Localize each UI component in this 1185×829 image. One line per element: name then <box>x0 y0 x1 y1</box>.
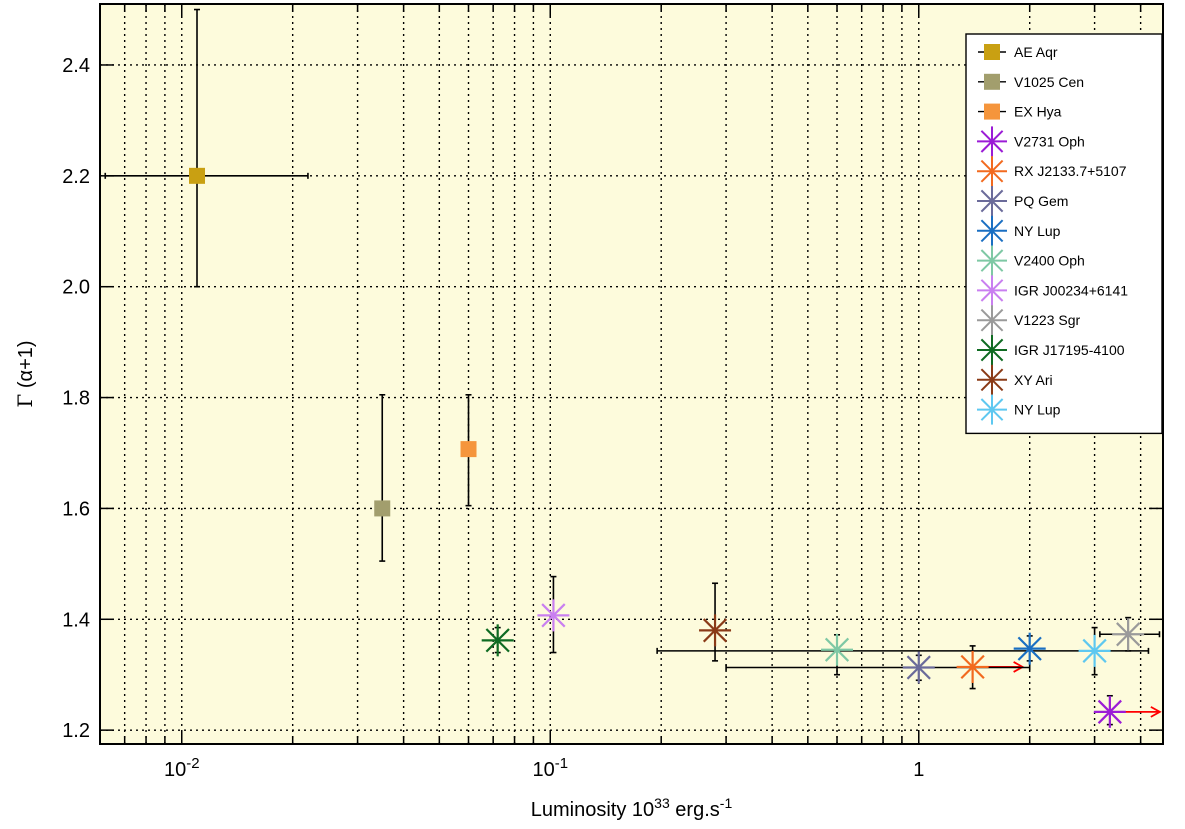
legend-marker <box>977 126 1007 157</box>
legend-item: RX J2133.7+5107 <box>977 156 1127 187</box>
legend-marker <box>977 335 1007 365</box>
legend-label: V1223 Sgr <box>1014 312 1080 328</box>
legend-marker <box>977 245 1007 276</box>
legend-marker <box>977 394 1007 425</box>
data-point-10 <box>481 624 514 657</box>
data-point-0 <box>189 167 206 184</box>
data-point-8 <box>537 599 570 632</box>
legend-item: EX Hya <box>978 103 1062 120</box>
legend-label: IGR J17195-4100 <box>1014 342 1125 358</box>
legend: AE Aqr V1025 Cen EX Hya V2731 Oph RX J2133.7… <box>965 33 1163 435</box>
data-point-9 <box>1112 618 1145 651</box>
legend-item: V1025 Cen <box>978 73 1084 90</box>
data-point-3 <box>1093 695 1126 728</box>
legend-item: IGR J17195-4100 <box>977 335 1125 365</box>
legend-marker <box>977 364 1007 395</box>
y-tick-label: 1.4 <box>62 609 90 631</box>
legend-marker <box>984 73 1000 90</box>
legend-label: EX Hya <box>1014 104 1062 120</box>
x-tick-label: 10-2 <box>164 755 200 782</box>
data-point-1 <box>374 500 391 517</box>
legend-marker <box>977 215 1007 246</box>
data-point-6 <box>1013 632 1046 665</box>
data-point-7 <box>821 633 854 666</box>
x-tick-label: 10-1 <box>532 755 568 782</box>
legend-item: NY Lup <box>977 394 1061 425</box>
x-tick-label: 1 <box>913 759 924 781</box>
data-point-11 <box>699 614 732 647</box>
legend-label: NY Lup <box>1014 223 1061 239</box>
legend-marker <box>977 275 1007 306</box>
legend-item: V2731 Oph <box>977 126 1085 157</box>
axis-ticks: 10-2 10-1 1 1.2 1.4 1.6 1.8 2.0 2.2 2.4 <box>62 4 1163 781</box>
legend-label: XY Ari <box>1014 372 1053 388</box>
data-point-12 <box>1078 634 1111 667</box>
legend-label: AE Aqr <box>1014 44 1058 60</box>
legend-marker <box>977 305 1007 336</box>
legend-box <box>965 33 1163 435</box>
legend-marker <box>984 103 1000 120</box>
legend-label: IGR J00234+6141 <box>1014 282 1128 298</box>
y-tick-label: 1.6 <box>62 498 90 520</box>
legend-label: V1025 Cen <box>1014 74 1084 90</box>
y-tick-label: 2.2 <box>62 166 90 188</box>
limit-arrow-head <box>1150 706 1162 718</box>
y-tick-label: 1.8 <box>62 388 90 410</box>
legend-label: V2400 Oph <box>1014 253 1085 269</box>
legend-marker <box>977 186 1007 216</box>
data-point-5 <box>902 651 935 684</box>
legend-item: IGR J00234+6141 <box>977 275 1128 306</box>
plot-frame <box>99 3 1164 745</box>
y-tick-label: 2.4 <box>62 55 90 77</box>
legend-item: NY Lup <box>977 215 1061 246</box>
y-tick-label: 1.2 <box>62 720 90 742</box>
legend-item: PQ Gem <box>977 186 1068 216</box>
legend-marker <box>984 44 1000 60</box>
legend-item: XY Ari <box>977 364 1053 395</box>
legend-label: PQ Gem <box>1014 193 1068 209</box>
legend-item: V2400 Oph <box>977 245 1085 276</box>
legend-label: NY Lup <box>1014 402 1061 418</box>
legend-marker <box>977 156 1007 187</box>
data-point-2 <box>460 441 477 458</box>
y-axis-title: Γ (α+1) <box>13 340 37 407</box>
data-markers <box>189 167 1145 728</box>
legend-label: RX J2133.7+5107 <box>1014 163 1127 179</box>
x-axis-title: Luminosity 1033 erg.s-1 <box>531 795 733 821</box>
legend-item: V1223 Sgr <box>977 305 1080 336</box>
data-point-4 <box>956 650 989 683</box>
y-tick-label: 2.0 <box>62 277 90 299</box>
legend-item: AE Aqr <box>978 44 1058 60</box>
legend-label: V2731 Oph <box>1014 133 1085 149</box>
